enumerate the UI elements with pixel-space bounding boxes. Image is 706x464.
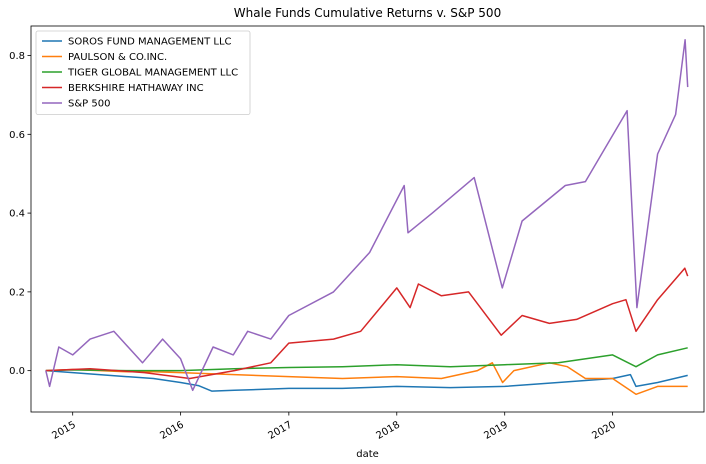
series-line-3 (45, 347, 688, 372)
legend-label: SOROS FUND MANAGEMENT LLC (68, 37, 232, 48)
series-line-1 (45, 369, 688, 392)
series-layer (45, 39, 689, 396)
chart-title: Whale Funds Cumulative Returns v. S&P 50… (234, 6, 501, 20)
x-tick-label: 2020 (590, 420, 618, 442)
legend-label: TIGER GLOBAL MANAGEMENT LLC (67, 68, 238, 79)
y-tick-label: 0.4 (9, 209, 25, 220)
legend-box (35, 30, 251, 115)
plot-frame (30, 25, 705, 413)
legend: SOROS FUND MANAGEMENT LLC PAULSON & CO.IN… (35, 30, 251, 115)
legend-label: BERKSHIRE HATHAWAY INC (68, 83, 204, 94)
y-tick-label: 0.2 (9, 287, 25, 298)
x-tick-label: 2017 (267, 420, 295, 442)
series-line-4 (45, 267, 689, 380)
x-tick-label: 2019 (482, 420, 510, 442)
y-tick-label: 0.0 (9, 366, 25, 377)
series-line-5 (45, 39, 689, 392)
x-axis-label: date (356, 449, 379, 460)
x-tick-label: 2018 (374, 420, 402, 442)
series-line-2 (45, 362, 688, 396)
x-tick-label: 2015 (50, 420, 78, 442)
y-tick-label: 0.8 (9, 51, 25, 62)
legend-label: S&P 500 (68, 99, 110, 110)
x-tick-label: 2016 (158, 420, 186, 442)
legend-label: PAULSON & CO.INC. (68, 52, 167, 63)
y-tick-label: 0.6 (9, 130, 25, 141)
